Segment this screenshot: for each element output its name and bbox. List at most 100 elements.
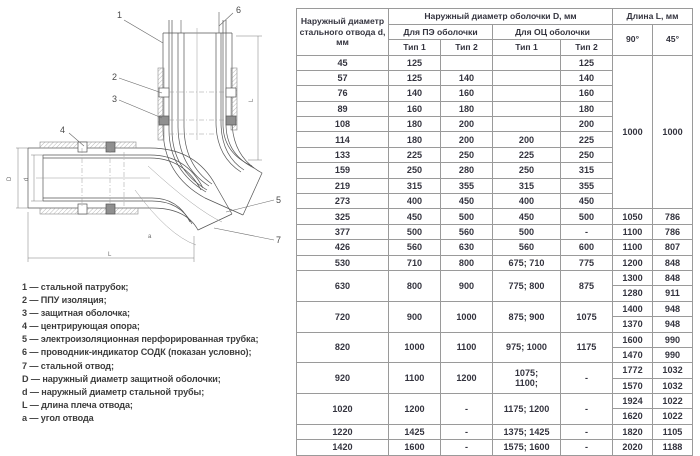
cell-oc-type-2: 160 [559,85,614,102]
cell-pe-type-2: 560 [440,223,493,241]
callout-2: 2 [112,72,117,82]
cell-pe-type-2: 800 [440,254,493,271]
cell-length-90: 1924 1620 [612,393,654,425]
legend-item: 6 — проводник-индикатор СОДК (показан ус… [22,347,252,358]
callout-7: 7 [276,235,281,245]
cell-length-90-part: 1300 [613,271,653,287]
table-row: 1420 1600-1575; 1600-2020 1188 [296,439,694,456]
table-row: 219 315 355 315 355 [296,177,693,195]
cell-oc-type-1-line: 1075; [514,368,539,379]
cell-steel-elbow-diameter: 720 [296,300,389,333]
legend: 1 — стальной патрубок; 2 — ППУ изоляция;… [22,281,287,425]
cell-pe-type-1: 160 [388,100,441,118]
cell-length-45-part: 1022 [653,394,693,410]
cell-length-45-part: 948 [664,319,681,330]
cell-pe-type-1: 140 [388,85,441,102]
cell-length-45: 1032 1032 [652,362,694,395]
cell-length-90: 1000 [612,54,654,210]
cell-oc-type-1: 250 [492,162,561,179]
cell-oc-type-2: - [559,423,614,441]
cell-pe-type-1: 180 [388,116,441,133]
legend-item: D — наружный диаметр защитной оболочки; [22,373,221,384]
callout-4: 4 [60,125,65,135]
legend-item: 1 — стальной патрубок; [22,282,129,292]
cell-length-45: 1022 1022 [652,393,694,425]
cell-pe-type-1: 225 [388,146,441,164]
cell-oc-type-1: 1575; 1600 [492,439,561,456]
cell-oc-type-2: 125 [559,54,614,71]
dim-label-alpha: a [148,234,152,240]
cell-oc-type-2: - [559,393,614,425]
cell-oc-type-1: 775; 800 [492,269,561,302]
callout-6: 6 [236,5,241,15]
cell-oc-type-2: 875 [559,269,614,302]
table-body: 45 125 125 1000 1000 57 125 140 140 76 140 160 160 89… [296,54,694,456]
cell-pe-type-1: 125 [388,54,441,71]
cell-steel-elbow-diameter: 920 [296,362,389,395]
specification-table: Наружный диаметр стального отвода d, мм … [296,8,694,456]
cell-oc-type-2: 250 [559,146,614,164]
cell-pe-type-1: 1100 [388,362,441,395]
table-row: 89 160 180 180 [296,100,693,118]
cell-oc-type-1 [492,116,561,133]
cell-length-45: 1105 [652,423,694,441]
cell-pe-type-1: 1600 [388,439,441,456]
cell-pe-type-1: 315 [388,177,441,195]
cell-length-90-part: 1570 [622,380,643,391]
cell-length-45: 990 990 [652,331,694,364]
cell-steel-elbow-diameter: 1420 [296,439,389,456]
cell-pe-type-1: 250 [388,162,441,179]
cell-pe-type-2: 1200 [440,362,493,395]
cell-oc-type-2: 355 [559,177,614,195]
elbow-diagram-svg: 1 2 3 4 5 6 7 D d L L a [7,5,281,262]
cell-pe-type-2: 900 [440,269,493,302]
cell-length-45-part: 990 [653,333,693,348]
cell-oc-type-1: 315 [492,177,561,195]
cell-pe-type-1: 800 [388,269,441,302]
dim-label-d: d [24,178,30,181]
header-outer-diameter-steel-elbow: Наружный диаметр стального отвода d, мм [296,8,389,56]
cell-oc-type-2: 1175 [559,331,614,364]
cell-pe-type-2: 500 [440,208,493,225]
table-row: 1220 1425-1375; 1425-1820 1105 [296,423,694,441]
cell-oc-type-1 [492,54,561,71]
dim-label-D: D [7,176,13,181]
cell-oc-type-1: 225 [492,146,561,164]
cell-pe-type-2: 250 [440,146,493,164]
cell-oc-type-1: 400 [492,193,561,210]
cell-steel-elbow-diameter: 273 [296,193,389,210]
cell-pe-type-2: 200 [440,131,493,148]
cell-pe-type-1: 500 [388,223,441,241]
cell-oc-type-1: 450 [492,208,561,225]
table-row: 325 450 500 450 500 1050 786 [296,208,694,225]
table-row: 377 500 560 500-1100 786 [296,223,694,241]
cell-length-45-part: 1032 [662,380,683,391]
cell-length-90-part: 1772 [613,363,653,379]
callout-labels: 1 2 3 4 5 6 7 D d L L a [7,5,281,258]
cell-length-90: 1100 [612,223,654,241]
cell-pe-type-2: 630 [440,239,493,256]
cell-oc-type-2: 180 [559,100,614,118]
cell-oc-type-2: - [559,223,614,241]
cell-pe-type-1: 400 [388,193,441,210]
table-row: 1020 1200-1175; 1200-1924 1620 1022 1022 [296,393,694,425]
cell-pe-type-2: 160 [440,85,493,102]
header-pe-casing: Для ПЭ оболочки [388,23,493,40]
technical-drawing: 1 2 3 4 5 6 7 D d L L a [0,0,292,432]
header-oc-casing: Для ОЦ оболочки [491,23,614,40]
table-row: 76 140 160 160 [296,85,693,102]
dim-label-L-vertical: L [249,98,255,102]
callout-5: 5 [276,195,281,205]
cell-pe-type-1: 1200 [388,393,441,425]
cell-length-90: 2020 [612,439,654,456]
cell-steel-elbow-diameter: 133 [296,146,389,164]
cell-steel-elbow-diameter: 530 [296,254,389,271]
cell-length-90: 1100 [612,239,654,256]
cell-pe-type-2: - [440,423,493,441]
cell-pe-type-2: 140 [440,69,493,87]
cell-steel-elbow-diameter: 89 [296,100,389,118]
cell-oc-type-2: - [559,362,614,395]
table-row: 108 180 200 200 [296,116,693,133]
legend-item: 3 — защитная оболочка; [22,308,130,319]
header-group-casing-diameter: Наружный диаметр оболочки D, мм [387,8,614,25]
